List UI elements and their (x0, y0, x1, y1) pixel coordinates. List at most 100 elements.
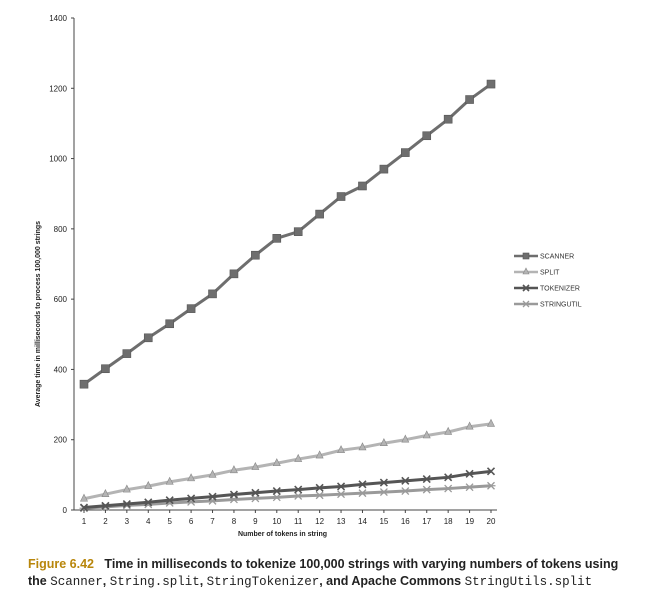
x-tick-label: 3 (125, 517, 130, 526)
series-point (422, 131, 432, 141)
series-point (315, 209, 324, 219)
series-tokenizer (79, 467, 496, 512)
series-point (144, 480, 153, 489)
series-point (336, 490, 346, 499)
y-tick-label: 800 (54, 225, 68, 234)
series-point (487, 418, 495, 427)
series-point (401, 148, 410, 157)
series-point (400, 487, 410, 495)
x-tick-label: 17 (422, 517, 431, 526)
legend-label: SCANNER (540, 254, 574, 261)
series-point (358, 442, 367, 451)
series-point (101, 364, 110, 374)
series-point (522, 300, 530, 308)
chart-axes (71, 17, 497, 513)
x-axis-label: Number of tokens in string (238, 531, 327, 538)
caption-code-split: String.split (109, 575, 200, 589)
x-tick-label: 2 (103, 517, 108, 526)
series-point (272, 234, 282, 243)
series-point (486, 481, 496, 490)
series-point (443, 114, 453, 124)
series-point (379, 438, 388, 447)
series-point (336, 192, 346, 201)
series-split (80, 418, 495, 502)
series-point (358, 480, 367, 489)
series-point (122, 349, 132, 358)
caption-code-scanner: Scanner (50, 575, 103, 589)
y-tick-labels: 0 200 400 600 800 1000 1200 1400 (49, 14, 67, 515)
series-point (272, 493, 282, 502)
x-tick-label: 14 (358, 517, 367, 526)
series-point (80, 493, 88, 502)
series-point (79, 379, 89, 389)
series-point (79, 503, 89, 512)
x-tick-label: 8 (232, 517, 237, 526)
x-tick-label: 10 (272, 517, 281, 526)
series-point (522, 252, 530, 260)
series-point (208, 289, 217, 299)
series-point (165, 476, 174, 485)
x-tick-label: 20 (487, 517, 496, 526)
series-point (229, 465, 238, 474)
series-point (208, 492, 217, 501)
caption-text-before: Time in milliseconds to tokenize 100,000… (28, 557, 619, 588)
series-point (522, 267, 530, 275)
x-tick-label: 5 (167, 517, 172, 526)
legend-label: SPLIT (540, 270, 560, 277)
series-line (83, 469, 492, 510)
series-point (336, 482, 346, 491)
series-point (465, 483, 475, 492)
x-tick-label: 19 (465, 517, 474, 526)
series-point (358, 181, 367, 191)
series-point (272, 458, 281, 467)
caption-code-tokenizer: StringTokenizer (206, 575, 320, 589)
series-point (165, 496, 174, 505)
caption-sep-2: , (199, 574, 207, 588)
legend-item-tokenizer: TOKENIZER (514, 284, 580, 293)
series-point (251, 488, 260, 497)
caption-sep-1: , (102, 574, 110, 588)
series-point (251, 461, 260, 470)
y-tick-label: 200 (54, 436, 68, 445)
chart-legend: SCANNER SPLIT TOKENIZER STRINGUTIL (514, 252, 582, 309)
caption-text-mid: , and Apache Commons (319, 574, 465, 588)
y-axis-label: Average time in milliseconds to process … (35, 221, 42, 407)
legend-item-stringutil: STRINGUTIL (514, 300, 582, 309)
series-point (357, 489, 367, 498)
series-line (83, 422, 492, 501)
series-point (101, 489, 110, 497)
series-point (465, 469, 474, 478)
x-tick-label: 15 (379, 517, 388, 526)
series-point (486, 79, 496, 89)
series-point (229, 269, 239, 279)
series-point (315, 491, 325, 500)
caption-code-stringutils: StringUtils.split (464, 575, 593, 589)
series-point (401, 434, 410, 443)
series-point (379, 164, 389, 174)
series-point (379, 488, 389, 497)
x-tick-label: 13 (337, 517, 346, 526)
chart-series (79, 79, 496, 513)
figure-caption: Figure 6.42 Time in milliseconds to toke… (28, 556, 638, 591)
figure-label: Figure 6.42 (28, 557, 94, 571)
series-point (122, 484, 131, 493)
series-point (486, 467, 496, 476)
series-scanner (79, 79, 496, 389)
series-point (187, 473, 196, 482)
x-tick-label: 18 (444, 517, 453, 526)
y-tick-label: 1200 (49, 84, 67, 93)
y-tick-label: 400 (54, 365, 68, 374)
series-point (337, 445, 346, 454)
series-point (144, 498, 153, 507)
series-point (444, 473, 453, 482)
x-tick-label: 11 (294, 517, 303, 526)
series-point (315, 483, 324, 492)
legend-label: STRINGUTIL (540, 302, 582, 309)
legend-item-split: SPLIT (514, 267, 560, 277)
x-tick-labels: 1 2 3 4 5 6 7 8 9 10 11 12 13 14 15 16 17 18 19 20 (82, 517, 496, 526)
series-point (122, 499, 131, 509)
series-point (422, 475, 431, 484)
series-point (422, 485, 432, 494)
series-point (208, 469, 217, 478)
